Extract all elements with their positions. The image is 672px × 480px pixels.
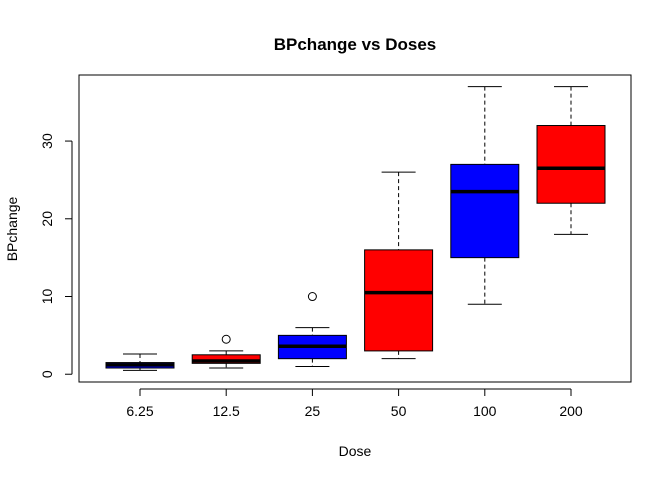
y-tick-label: 10 [39,289,55,305]
outlier-point [307,292,317,302]
y-tick-label: 0 [39,370,55,378]
box-body [536,125,606,204]
outlier-point [221,334,231,344]
box-50 [364,171,434,360]
box-body [364,249,434,352]
box-200 [536,86,606,235]
x-tick-label: 200 [559,403,583,419]
chart-title: BPchange vs Doses [274,35,437,54]
x-tick-label: 25 [305,403,321,419]
x-tick-label: 6.25 [126,403,153,419]
y-tick-label: 30 [39,133,55,149]
box-12.5 [191,334,261,369]
x-axis-label: Dose [339,443,372,459]
y-tick-label: 20 [39,211,55,227]
x-tick-label: 100 [473,403,497,419]
plot-frame [78,74,632,383]
x-tick-label: 50 [391,403,407,419]
y-axis-label: BPchange [4,196,20,261]
y-axis: 0 10 20 30 [39,133,73,378]
box-25 [277,292,347,367]
box-100 [450,86,520,305]
x-tick-label: 12.5 [213,403,240,419]
box-6.25 [105,353,175,371]
box-body [450,163,520,259]
x-axis: 6.25 12.5 25 50 100 200 [126,388,583,419]
boxes-group [105,86,606,371]
box-body [191,354,261,364]
